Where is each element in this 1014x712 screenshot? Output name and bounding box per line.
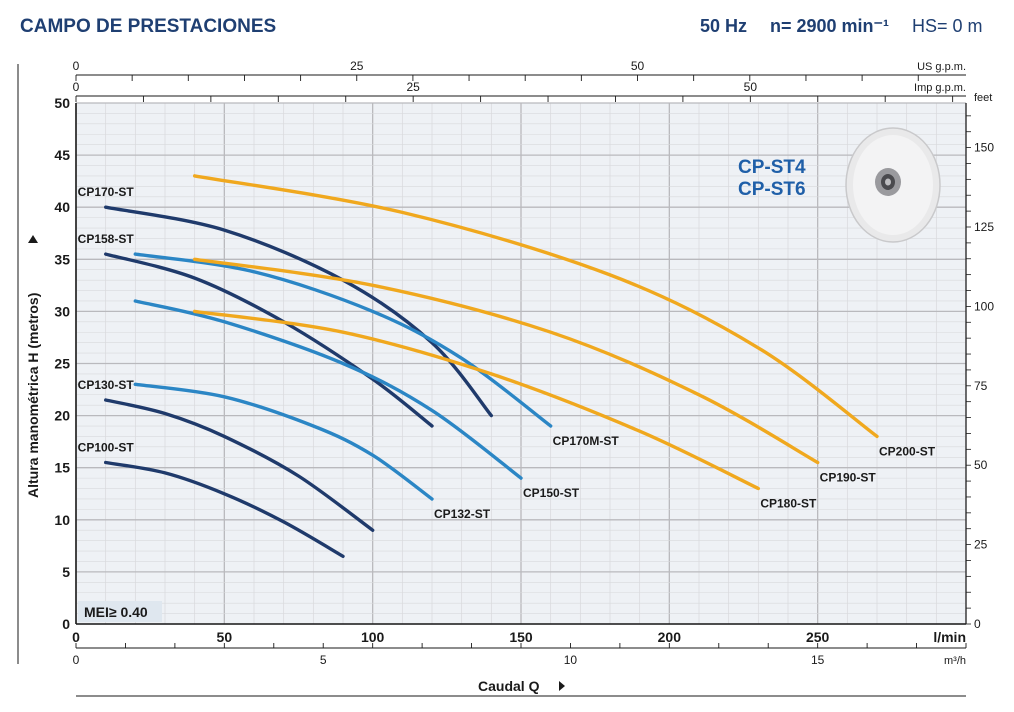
- curve-label-cp200-st: CP200-ST: [879, 444, 936, 458]
- m3h-tick-label: 5: [320, 653, 327, 667]
- y-tick-label: 5: [62, 564, 70, 580]
- m3h-axis: 0 5 10 15 m³/h: [73, 643, 967, 667]
- y-tick-label: 40: [54, 199, 70, 215]
- frequency-label: 50 Hz: [700, 16, 747, 36]
- feet-tick-label: 125: [974, 220, 994, 234]
- x-tick-label: 250: [806, 629, 830, 645]
- x-arrow-icon: [559, 681, 565, 691]
- us-gpm-tick-label: 25: [350, 59, 364, 73]
- model-st6: CP-ST6: [738, 179, 806, 200]
- feet-axis: 0 25 50 75 100 125 150 feet: [965, 92, 994, 631]
- x-axis-label: Caudal Q: [478, 678, 540, 694]
- imp-gpm-tick-label: 0: [73, 80, 80, 94]
- y-tick-label: 10: [54, 512, 70, 528]
- m3h-tick-label: 0: [73, 653, 80, 667]
- chart-title: CAMPO DE PRESTACIONES: [20, 16, 276, 37]
- curve-cp180-st: [193, 309, 760, 491]
- m3h-tick-label: 10: [564, 653, 578, 667]
- y-axis-title: Altura manométrica H (metros): [17, 64, 41, 664]
- x-unit-label: l/min: [933, 629, 966, 645]
- us-gpm-tick-label: 50: [631, 59, 645, 73]
- y-tick-label: 45: [54, 147, 70, 163]
- y-tick-label: 30: [54, 303, 70, 319]
- x-tick-label: 200: [658, 629, 682, 645]
- top-axes: 0 25 50 US g.p.m. 0 25 50 Imp g.p.m.: [73, 59, 966, 102]
- x-axis-title: Caudal Q: [76, 678, 966, 697]
- axes: 0 5 10 15 20 25 30 35 40 45 50 0 50 100 150 200 250 l/min: [54, 95, 966, 645]
- us-gpm-tick-label: 0: [73, 59, 80, 73]
- y-tick-label: 0: [62, 616, 70, 632]
- curve-label-cp158-st: CP158-ST: [78, 232, 135, 246]
- curve-cp130-st: [104, 398, 375, 532]
- curve-label-cp100-st: CP100-ST: [78, 440, 135, 454]
- curve-label-cp132-st: CP132-ST: [434, 507, 491, 521]
- x-tick-label: 50: [217, 629, 233, 645]
- us-gpm-unit-label: US g.p.m.: [917, 61, 966, 73]
- impeller-icon: [845, 127, 941, 243]
- model-st4: CP-ST4: [738, 157, 806, 178]
- curve-cp150-st: [133, 299, 523, 480]
- y-tick-label: 35: [54, 251, 70, 267]
- y-arrow-icon: [28, 235, 38, 243]
- mei-badge-text: MEI≥ 0.40: [84, 604, 148, 620]
- curve-cp190-st: [193, 257, 820, 465]
- feet-tick-label: 150: [974, 141, 994, 155]
- curve-label-cp170m-st: CP170M-ST: [553, 434, 620, 448]
- curves: [104, 174, 879, 558]
- y-tick-label: 15: [54, 460, 70, 476]
- x-tick-label: 150: [509, 629, 533, 645]
- imp-gpm-tick-label: 25: [406, 80, 420, 94]
- feet-tick-label: 100: [974, 299, 994, 313]
- curve-cp200-st: [193, 174, 879, 439]
- feet-unit-label: feet: [974, 92, 992, 104]
- feet-tick-label: 50: [974, 458, 988, 472]
- curve-cp100-st: [104, 460, 345, 558]
- curve-labels: CP100-ST CP130-ST CP132-ST CP158-ST CP170-ST…: [78, 185, 936, 521]
- feet-tick-label: 25: [974, 538, 988, 552]
- feet-tick-label: 75: [974, 379, 988, 393]
- m3h-unit-label: m³/h: [944, 655, 966, 667]
- suction-label: HS= 0 m: [912, 16, 983, 36]
- y-tick-label: 20: [54, 408, 70, 424]
- x-tick-label: 0: [72, 629, 80, 645]
- speed-label: n= 2900 min⁻¹: [770, 16, 889, 36]
- imp-gpm-tick-label: 50: [744, 80, 758, 94]
- curve-cp170m-st: [133, 252, 553, 428]
- m3h-tick-label: 15: [811, 653, 825, 667]
- curve-label-cp190-st: CP190-ST: [820, 470, 877, 484]
- curve-label-cp170-st: CP170-ST: [78, 185, 135, 199]
- curve-label-cp180-st: CP180-ST: [760, 497, 817, 511]
- curve-label-cp150-st: CP150-ST: [523, 486, 580, 500]
- feet-tick-label: 0: [974, 617, 981, 631]
- model-block: CP-ST4 CP-ST6: [738, 157, 806, 200]
- imp-gpm-unit-label: Imp g.p.m.: [914, 82, 966, 94]
- mei-badge: MEI≥ 0.40: [78, 601, 162, 622]
- y-tick-label: 50: [54, 95, 70, 111]
- x-tick-label: 100: [361, 629, 385, 645]
- curve-cp132-st: [133, 382, 434, 501]
- y-axis-label: Altura manométrica H (metros): [25, 293, 41, 498]
- y-tick-label: 25: [54, 356, 70, 372]
- curve-label-cp130-st: CP130-ST: [78, 378, 135, 392]
